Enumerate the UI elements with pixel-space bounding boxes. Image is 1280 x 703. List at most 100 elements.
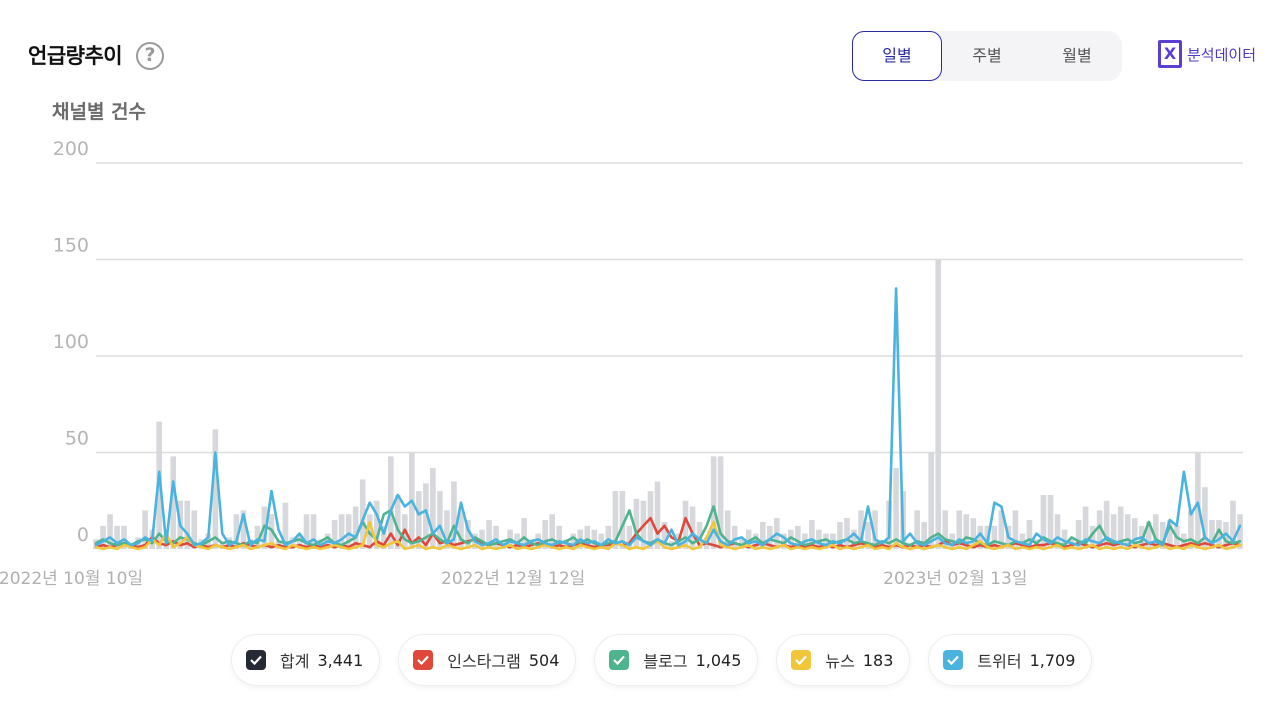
total-bar [170,456,177,549]
total-bar [493,525,499,549]
total-bar [114,525,120,549]
total-bar [191,510,198,549]
total-bar [682,500,689,549]
legend-twitter-value: 1,709 [1029,650,1076,670]
total-bar [1089,525,1096,549]
total-bar [935,259,942,549]
total-bar [619,491,626,549]
total-bar [844,518,850,549]
total-bar [430,467,436,549]
total-bar [296,533,303,549]
legend: 합계 3,441 인스타그램 504 블로그 1,045 뉴스 183 트위터 … [231,634,1093,686]
legend-blog-label: 블로그 [643,652,688,671]
total-bar [1124,514,1131,549]
total-bar [1202,487,1208,549]
total-bar [556,525,563,549]
total-bar [717,456,724,549]
export-data-button[interactable]: X 분석데이터 [1158,40,1256,68]
total-bar [373,500,380,549]
total-bar [970,518,977,549]
total-bar [872,510,878,549]
total-bar [310,514,317,549]
total-bar [858,510,864,549]
total-bar [380,525,387,549]
total-bar [795,525,801,549]
total-bar [1117,506,1124,549]
total-bar [479,529,485,549]
help-icon[interactable]: ? [136,42,164,70]
total-bar [584,525,591,549]
total-bar [1096,510,1103,549]
total-bar [1103,500,1110,549]
total-bar [851,529,857,549]
total-bar [1216,520,1222,549]
total-bar [359,479,366,549]
total-bar [710,456,717,549]
tab-daily[interactable]: 일별 [852,31,942,81]
total-bar [486,520,492,549]
y-tick-label: 0 [77,524,89,546]
legend-total[interactable]: 합계 3,441 [231,634,381,686]
total-bar [1195,452,1201,549]
total-bar [823,533,829,549]
legend-instagram-label: 인스타그램 [447,652,521,671]
total-bar [598,533,605,549]
tab-monthly[interactable]: 월별 [1062,46,1092,65]
period-toggle: 일별 주별 월별 [852,31,1122,81]
legend-twitter[interactable]: 트위터 1,709 [928,634,1093,686]
total-bar [416,491,422,549]
blog-line [94,505,1242,547]
legend-news-label: 뉴스 [825,652,855,671]
total-bar [928,452,934,549]
y-tick-label: 100 [53,331,89,353]
total-bar [942,510,949,549]
total-bar [612,491,619,549]
total-bar [1047,494,1054,549]
total-bar [1110,514,1117,549]
total-bar [233,514,240,549]
total-bar [731,525,738,549]
x-tick-label: 2022년 12월 12일 [441,569,585,589]
total-bar [1230,500,1236,549]
total-bar [521,518,527,549]
total-bar [1019,533,1026,549]
total-bar [696,521,703,549]
total-bar [759,521,766,549]
total-bar [1082,506,1089,549]
total-bar [303,514,310,549]
total-bar [331,520,338,549]
total-bar [514,533,520,549]
checkbox-icon [609,650,630,670]
total-bar [121,525,127,549]
total-bar [451,481,457,549]
tab-weekly[interactable]: 주별 [972,46,1002,65]
excel-icon: X [1158,40,1182,68]
total-bar [766,525,773,549]
total-bar [780,533,787,549]
total-bar [570,533,577,549]
total-bar [1209,520,1215,549]
total-bar [542,520,548,549]
total-bar [1075,520,1082,549]
legend-blog[interactable]: 블로그 1,045 [594,634,759,686]
checkbox-icon [246,650,266,670]
legend-twitter-label: 트위터 [977,652,1022,671]
total-bar [212,429,219,549]
total-bar [444,510,450,549]
y-tick-label: 150 [53,235,89,257]
total-bar [1152,514,1159,549]
chart-title: 언급량추이 [28,44,123,68]
legend-instagram[interactable]: 인스타그램 504 [398,634,577,686]
total-bar [254,525,261,549]
total-bar [1188,510,1194,549]
total-bar [1012,510,1019,549]
total-bar [423,483,429,549]
total-bar [661,521,668,549]
total-bar [626,525,633,549]
total-bar [605,525,612,549]
total-bar [387,456,394,549]
total-bar [437,491,443,549]
checkbox-icon [943,650,964,670]
x-tick-label: 2023년 02월 13일 [883,569,1027,589]
legend-news[interactable]: 뉴스 183 [776,634,911,686]
